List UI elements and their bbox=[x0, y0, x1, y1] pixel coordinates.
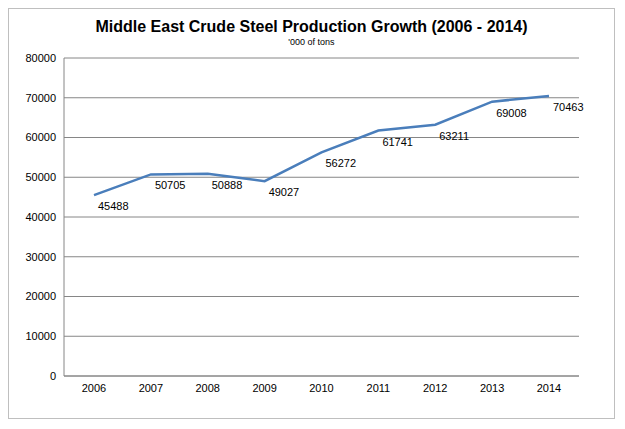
svg-text:49027: 49027 bbox=[269, 186, 300, 198]
svg-text:40000: 40000 bbox=[25, 211, 56, 223]
svg-text:0: 0 bbox=[50, 370, 56, 382]
html-text:Middle East Crude Steel Produc: Middle East Crude Steel Production Growt… bbox=[95, 18, 528, 35]
svg-text:50000: 50000 bbox=[25, 171, 56, 183]
svg-text:30000: 30000 bbox=[25, 251, 56, 263]
svg-text:2013: 2013 bbox=[480, 382, 504, 394]
svg-text:2009: 2009 bbox=[252, 382, 276, 394]
svg-text:2007: 2007 bbox=[139, 382, 163, 394]
svg-text:2011: 2011 bbox=[367, 382, 391, 394]
svg-text:61741: 61741 bbox=[382, 136, 413, 148]
svg-text:10000: 10000 bbox=[25, 330, 56, 342]
svg-text:2008: 2008 bbox=[196, 382, 220, 394]
svg-text:2010: 2010 bbox=[309, 382, 333, 394]
svg-text:70000: 70000 bbox=[25, 92, 56, 104]
svg-text:56272: 56272 bbox=[326, 157, 357, 169]
svg-text:2006: 2006 bbox=[82, 382, 106, 394]
html-text:'000 of tons: '000 of tons bbox=[288, 37, 335, 47]
svg-text:69008: 69008 bbox=[496, 107, 527, 119]
svg-text:70463: 70463 bbox=[553, 101, 584, 113]
svg-text:50888: 50888 bbox=[212, 179, 243, 191]
svg-text:50705: 50705 bbox=[155, 179, 186, 191]
svg-text:63211: 63211 bbox=[439, 130, 469, 142]
svg-text:2014: 2014 bbox=[537, 382, 561, 394]
svg-text:80000: 80000 bbox=[25, 52, 56, 64]
svg-text:20000: 20000 bbox=[25, 290, 56, 302]
svg-text:2012: 2012 bbox=[423, 382, 447, 394]
svg-text:60000: 60000 bbox=[25, 131, 56, 143]
svg-text:45488: 45488 bbox=[98, 200, 129, 212]
